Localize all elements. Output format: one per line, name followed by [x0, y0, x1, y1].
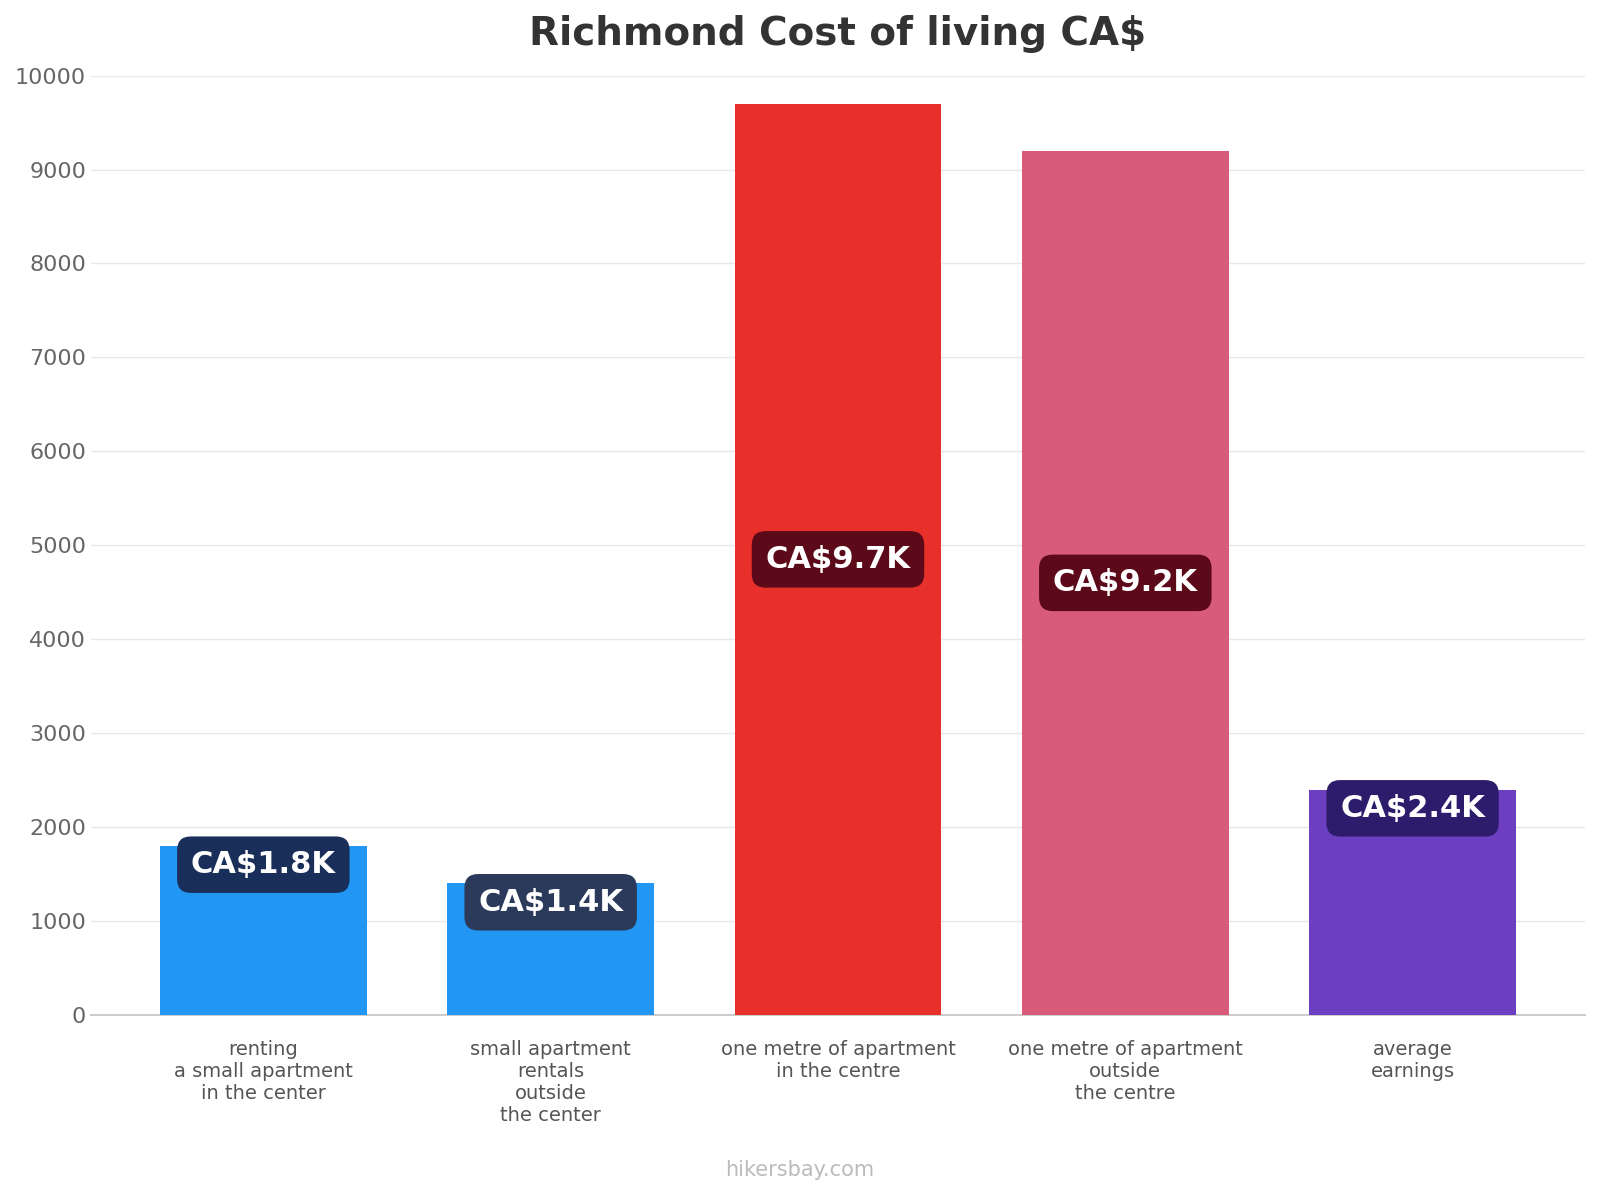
Text: CA$9.7K: CA$9.7K — [765, 545, 910, 574]
Bar — [734, 103, 941, 1015]
Text: CA$9.2K: CA$9.2K — [1053, 569, 1198, 598]
Text: CA$2.4K: CA$2.4K — [1341, 794, 1485, 823]
Text: CA$1.4K: CA$1.4K — [478, 888, 622, 917]
Bar — [448, 883, 654, 1015]
Bar — [1309, 790, 1517, 1015]
Text: CA$1.8K: CA$1.8K — [190, 850, 336, 880]
Bar — [160, 846, 366, 1015]
Title: Richmond Cost of living CA$: Richmond Cost of living CA$ — [530, 14, 1147, 53]
Text: hikersbay.com: hikersbay.com — [725, 1160, 875, 1180]
Bar — [1022, 151, 1229, 1015]
